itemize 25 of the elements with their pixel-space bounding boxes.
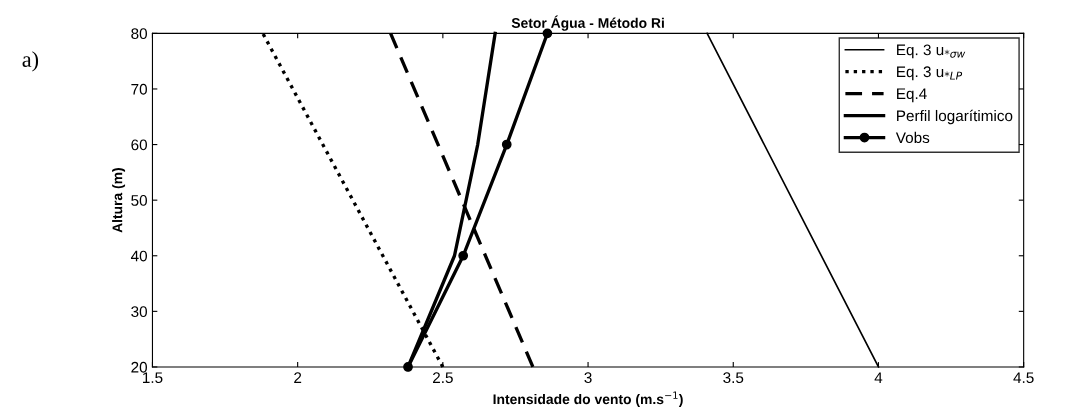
legend-label: Vobs	[895, 131, 930, 144]
x-axis-title: Intensidade do vento (m.s$^{−1}$)	[493, 391, 683, 407]
y-tick-label: 70	[131, 83, 147, 95]
x-tick-label: 4	[874, 372, 883, 383]
y-tick-label: 20	[131, 361, 147, 373]
x-tick-label: 1.5	[143, 372, 163, 384]
legend-label: Perfil logarítimico	[897, 109, 1013, 125]
y-tick-label: 60	[131, 139, 147, 151]
y-tick-label: 30	[131, 306, 147, 318]
legend-label: Eq. 3 u$_{*σw}$	[897, 44, 966, 59]
y-tick-label: 80	[131, 28, 147, 40]
chart-title: Setor Água - Método Ri	[511, 15, 664, 31]
x-tick-label: 3.5	[723, 372, 744, 384]
x-tick-label: 3	[584, 372, 592, 384]
x-tick-label: 2	[294, 372, 302, 383]
y-tick-label: 50	[131, 195, 147, 206]
text: a)	[22, 51, 39, 72]
y-tick-label: 40	[130, 250, 147, 262]
x-tick-label: 2.5	[433, 372, 453, 384]
legend-label: Eq.4	[897, 88, 927, 103]
point	[501, 139, 512, 150]
x-tick-label: 4.5	[1013, 372, 1034, 384]
y-axis-title: Altura (m)	[112, 168, 126, 233]
point	[458, 250, 469, 261]
legend-label: Eq. 3 u$_{*LP}$	[897, 66, 963, 81]
